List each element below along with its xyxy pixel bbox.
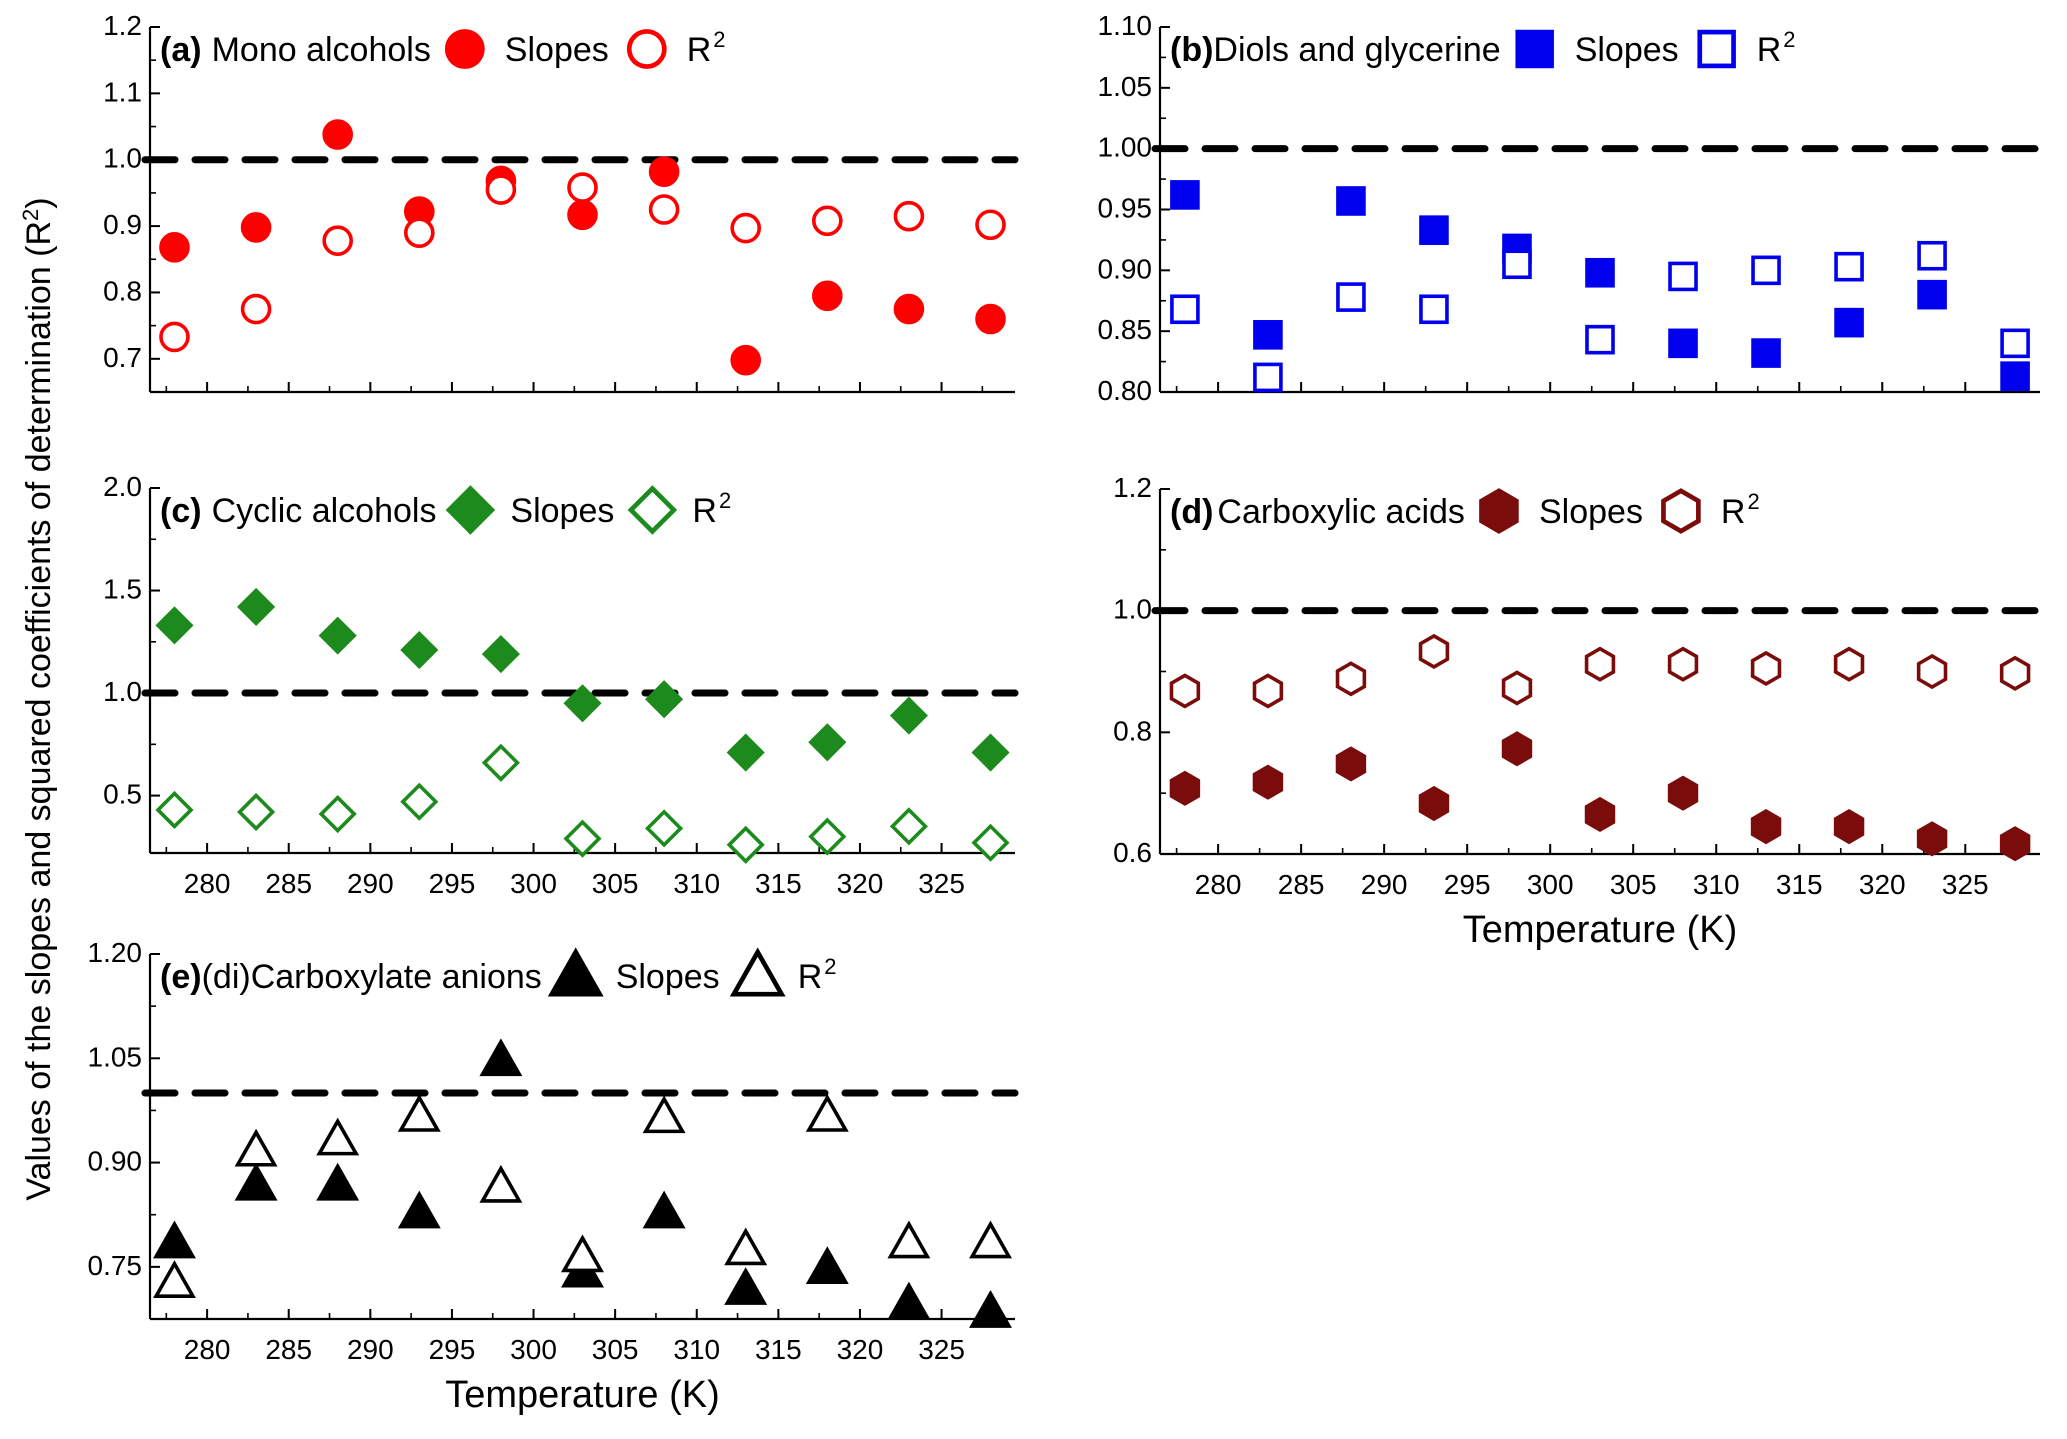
svg-text:280: 280 bbox=[184, 868, 231, 899]
svg-text:0.9: 0.9 bbox=[103, 209, 142, 240]
svg-text:0.90: 0.90 bbox=[1098, 253, 1153, 284]
svg-text:0.7: 0.7 bbox=[103, 342, 142, 373]
svg-text:280: 280 bbox=[1195, 869, 1242, 900]
svg-text:315: 315 bbox=[755, 868, 802, 899]
svg-text:2: 2 bbox=[713, 27, 725, 52]
svg-text:320: 320 bbox=[837, 1334, 884, 1365]
svg-text:2.0: 2.0 bbox=[103, 471, 142, 502]
svg-text:0.90: 0.90 bbox=[88, 1146, 143, 1177]
svg-text:Slopes: Slopes bbox=[505, 31, 609, 69]
svg-text:1.0: 1.0 bbox=[103, 676, 142, 707]
svg-text:305: 305 bbox=[592, 1334, 639, 1365]
svg-text:305: 305 bbox=[1610, 869, 1657, 900]
svg-text:315: 315 bbox=[755, 1334, 802, 1365]
svg-text:1.05: 1.05 bbox=[88, 1041, 143, 1072]
svg-text:Cyclic alcohols: Cyclic alcohols bbox=[212, 492, 437, 530]
svg-text:Slopes: Slopes bbox=[1539, 493, 1643, 531]
svg-text:0.8: 0.8 bbox=[1113, 715, 1152, 746]
svg-text:295: 295 bbox=[1444, 869, 1491, 900]
svg-text:1.10: 1.10 bbox=[1098, 10, 1153, 41]
svg-text:Slopes: Slopes bbox=[510, 492, 614, 530]
svg-text:Diols and glycerine: Diols and glycerine bbox=[1213, 31, 1500, 69]
svg-text:290: 290 bbox=[1361, 869, 1408, 900]
svg-text:Carboxylic acids: Carboxylic acids bbox=[1217, 493, 1465, 531]
svg-text:2: 2 bbox=[1748, 489, 1760, 514]
svg-text:0.85: 0.85 bbox=[1098, 314, 1153, 345]
svg-text:2: 2 bbox=[824, 954, 836, 979]
svg-text:285: 285 bbox=[1278, 869, 1325, 900]
svg-text:Slopes: Slopes bbox=[616, 958, 720, 996]
svg-text:290: 290 bbox=[347, 1334, 394, 1365]
svg-text:1.1: 1.1 bbox=[103, 76, 142, 107]
svg-text:0.5: 0.5 bbox=[103, 779, 142, 810]
svg-text:325: 325 bbox=[918, 1334, 965, 1365]
svg-text:295: 295 bbox=[429, 868, 476, 899]
svg-text:2: 2 bbox=[1783, 27, 1795, 52]
svg-text:Temperature (K): Temperature (K) bbox=[445, 1374, 720, 1416]
svg-text:310: 310 bbox=[673, 868, 720, 899]
svg-text:0.8: 0.8 bbox=[103, 275, 142, 306]
svg-text:R: R bbox=[1721, 493, 1746, 531]
svg-text:Values of the slopes and squar: Values of the slopes and squared coeffic… bbox=[18, 197, 59, 1200]
svg-text:R: R bbox=[1757, 31, 1782, 69]
svg-text:315: 315 bbox=[1776, 869, 1823, 900]
svg-text:R: R bbox=[692, 492, 717, 530]
svg-text:0.95: 0.95 bbox=[1098, 193, 1153, 224]
svg-text:1.00: 1.00 bbox=[1098, 132, 1153, 163]
svg-text:(d): (d) bbox=[1170, 493, 1213, 531]
svg-text:0.75: 0.75 bbox=[88, 1250, 143, 1281]
svg-text:300: 300 bbox=[510, 1334, 557, 1365]
svg-text:1.05: 1.05 bbox=[1098, 71, 1153, 102]
svg-text:0.6: 0.6 bbox=[1113, 837, 1152, 868]
svg-text:R: R bbox=[687, 31, 712, 69]
svg-text:280: 280 bbox=[184, 1334, 231, 1365]
svg-text:295: 295 bbox=[429, 1334, 476, 1365]
svg-text:(e): (e) bbox=[160, 958, 202, 996]
svg-text:310: 310 bbox=[1693, 869, 1740, 900]
svg-text:285: 285 bbox=[265, 1334, 312, 1365]
svg-text:(c): (c) bbox=[160, 492, 202, 530]
svg-text:300: 300 bbox=[1527, 869, 1574, 900]
svg-text:320: 320 bbox=[837, 868, 884, 899]
svg-text:Temperature (K): Temperature (K) bbox=[1463, 909, 1738, 951]
svg-text:0.80: 0.80 bbox=[1098, 375, 1153, 406]
svg-text:R: R bbox=[798, 958, 823, 996]
svg-text:(b): (b) bbox=[1170, 31, 1213, 69]
svg-text:Mono alcohols: Mono alcohols bbox=[212, 31, 431, 69]
svg-text:2: 2 bbox=[719, 488, 731, 513]
svg-text:(di)Carboxylate anions: (di)Carboxylate anions bbox=[202, 958, 542, 996]
svg-text:285: 285 bbox=[265, 868, 312, 899]
svg-text:325: 325 bbox=[918, 868, 965, 899]
svg-text:320: 320 bbox=[1859, 869, 1906, 900]
svg-text:290: 290 bbox=[347, 868, 394, 899]
svg-text:(a): (a) bbox=[160, 31, 202, 69]
svg-text:300: 300 bbox=[510, 868, 557, 899]
svg-text:305: 305 bbox=[592, 868, 639, 899]
svg-text:1.20: 1.20 bbox=[88, 937, 143, 968]
svg-text:1.2: 1.2 bbox=[1113, 472, 1152, 503]
svg-text:1.0: 1.0 bbox=[1113, 594, 1152, 625]
svg-text:1.0: 1.0 bbox=[103, 143, 142, 174]
svg-text:1.5: 1.5 bbox=[103, 574, 142, 605]
svg-text:1.2: 1.2 bbox=[103, 10, 142, 41]
svg-text:310: 310 bbox=[673, 1334, 720, 1365]
svg-text:Slopes: Slopes bbox=[1575, 31, 1679, 69]
svg-text:325: 325 bbox=[1942, 869, 1989, 900]
